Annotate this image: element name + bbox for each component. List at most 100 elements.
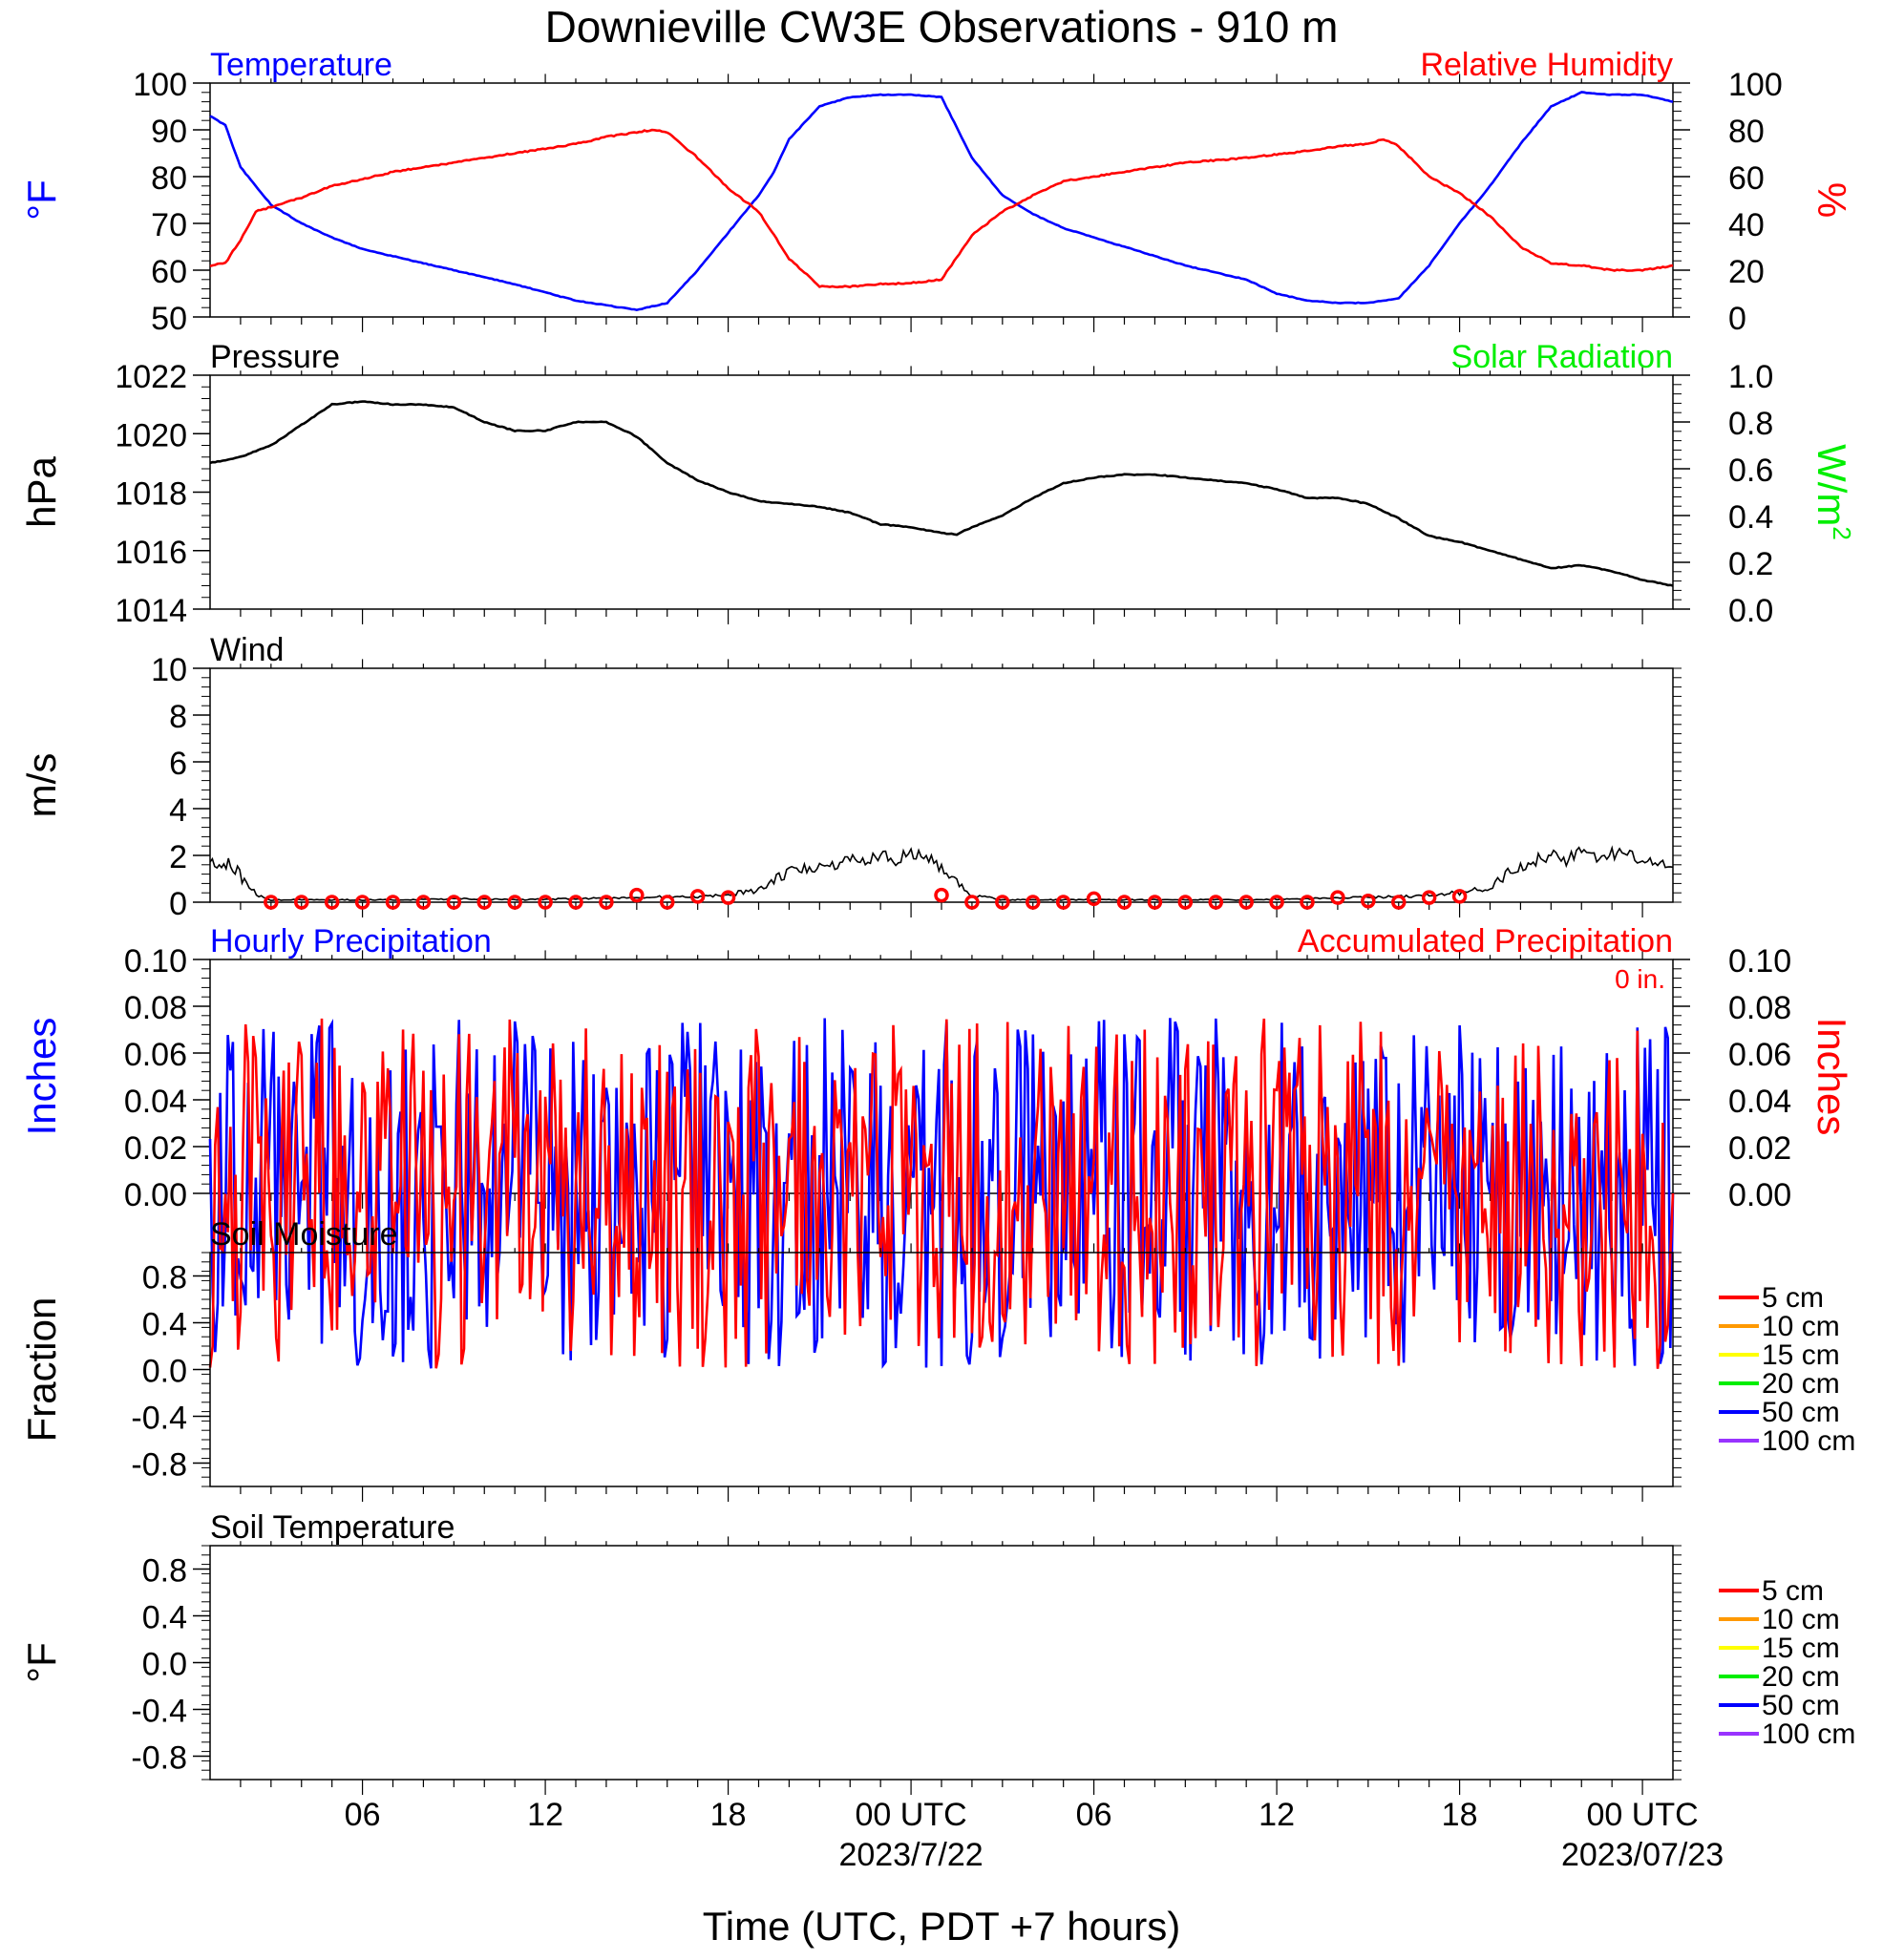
wind-hourly-marker: [629, 887, 645, 903]
y-tick-label-left: 0.4: [142, 1307, 187, 1343]
y-tick-label-left: 1020: [115, 417, 187, 453]
figure-title: Downieville CW3E Observations - 910 m: [545, 2, 1339, 52]
wind-hourly-marker: [1147, 895, 1163, 910]
wind-hourly-marker: [1421, 890, 1437, 905]
x-tick-label: 00 UTC: [1587, 1797, 1699, 1833]
legend-label: 10 cm: [1762, 1311, 1840, 1342]
y-tick-label-left: 80: [151, 160, 187, 197]
y-axis-label-left: Fraction: [19, 1297, 64, 1443]
wind-hourly-marker: [599, 895, 614, 910]
wind-hourly-marker: [476, 895, 492, 910]
y-tick-label-right: 0.04: [1728, 1084, 1791, 1120]
wind-hourly-marker: [446, 895, 462, 910]
panel-wind: 0 2 4 6 8 10 Wind m/s: [19, 632, 1682, 922]
y-tick-label-left: 1018: [115, 476, 187, 513]
y-tick-label-left: 50: [151, 301, 187, 337]
y-axis-label-left: °F: [19, 1642, 64, 1682]
y-tick-label-left: 0.02: [124, 1130, 187, 1167]
y-axis-label-left: Inches: [19, 1018, 64, 1136]
y-axis-label-left: °F: [19, 179, 64, 220]
panel-title-right: Solar Radiation: [1451, 339, 1673, 375]
y-tick-label-right: 0.02: [1728, 1130, 1791, 1167]
y-tick-label-right: 100: [1728, 67, 1783, 103]
y-axis-label-left: hPa: [19, 455, 64, 527]
legend-label: 100 cm: [1762, 1425, 1855, 1457]
wind-hourly-marker: [385, 895, 401, 910]
y-tick-label-left: -0.4: [131, 1694, 187, 1730]
y-tick-label-right: 0.8: [1728, 406, 1773, 442]
panel-title-left: Soil Temperature: [210, 1509, 455, 1546]
panel-frame: [209, 1545, 1674, 1781]
x-tick-label: 12: [1259, 1797, 1295, 1833]
y-tick-label-right: 0.10: [1728, 943, 1791, 980]
wind-hourly-marker: [1055, 895, 1071, 910]
y-axis-label-left: m/s: [19, 753, 64, 818]
precip-total-annotation: 0 in.: [1615, 964, 1665, 994]
y-axis-label-right: Inches: [1809, 1018, 1854, 1136]
wind-hourly-marker: [1177, 895, 1194, 910]
legend-label: 20 cm: [1762, 1368, 1840, 1400]
y-tick-label-right: 60: [1728, 160, 1765, 197]
y-tick-label-left: 6: [169, 746, 187, 782]
x-tick-label: 00 UTC: [856, 1797, 967, 1833]
y-axis-label-right-sup: 2: [1828, 526, 1856, 539]
panel-precipitation: 0.00 0.02 0.04 0.06 0.08 0.10 0.00 0.02 0.04 0.06…: [19, 923, 1854, 1369]
legend-label: 5 cm: [1762, 1575, 1824, 1607]
legend-label: 20 cm: [1762, 1661, 1840, 1693]
wind-hourly-marker: [538, 895, 553, 910]
y-tick-label-left: 2: [169, 839, 187, 875]
y-tick-label-left: 100: [133, 67, 187, 103]
wind-hourly-marker: [995, 895, 1010, 910]
wind-hourly-marker: [1300, 895, 1315, 910]
wind-hourly-marker: [507, 895, 522, 910]
legend-label: 100 cm: [1762, 1718, 1855, 1750]
x-tick-label: 18: [1442, 1797, 1478, 1833]
y-tick-label-left: 90: [151, 114, 187, 150]
y-tick-label-left: 60: [151, 254, 187, 290]
x-axis-label: Time (UTC, PDT +7 hours): [703, 1904, 1181, 1949]
x-tick-label: 06: [345, 1797, 381, 1833]
wind-hourly-marker: [720, 890, 736, 905]
y-tick-label-left: 0.08: [124, 990, 187, 1026]
y-tick-label-left: 4: [169, 792, 187, 829]
y-tick-label-left: -0.8: [131, 1740, 187, 1777]
x-tick-label: 06: [1076, 1797, 1112, 1833]
y-axis-label-right: W/m2: [1809, 444, 1856, 540]
y-tick-label-left: 0: [169, 886, 187, 922]
panel-title-right: Relative Humidity: [1420, 47, 1673, 83]
y-tick-label-right: 1.0: [1728, 359, 1773, 395]
panel-pressure: 1014 1016 1018 1020 1022 0.0 0.2 0.4 0.6 0.8 1.0 Pr…: [19, 339, 1856, 629]
wind-hourly-marker: [689, 889, 706, 904]
wind-hourly-marker: [264, 895, 279, 910]
y-tick-label-left: 0.0: [142, 1354, 187, 1390]
x-tick-date-label: 2023/07/23: [1561, 1837, 1724, 1873]
legend-label: 15 cm: [1762, 1339, 1840, 1371]
wind-hourly-marker: [568, 895, 583, 910]
y-tick-label-left: 1022: [115, 359, 187, 395]
wind-hourly-marker: [1330, 890, 1345, 905]
y-tick-label-left: 10: [151, 652, 187, 688]
y-tick-label-left: 1014: [115, 593, 187, 629]
series-hourly-precipitation: [208, 1018, 1675, 1369]
y-tick-label-right: 0: [1728, 301, 1746, 337]
y-tick-label-right: 0.6: [1728, 453, 1773, 489]
y-tick-label-right: 0.4: [1728, 499, 1773, 536]
panel-title-left: Soil Moisture: [210, 1216, 398, 1253]
x-tick-label: 12: [527, 1797, 563, 1833]
y-tick-label-right: 40: [1728, 207, 1765, 243]
series-relative-humidity: [209, 128, 1674, 289]
wind-hourly-marker: [660, 895, 675, 910]
wind-hourly-marker: [294, 895, 309, 910]
panel-title-left: Temperature: [210, 47, 392, 83]
wind-hourly-marker: [964, 895, 980, 910]
y-tick-label-left: 0.0: [142, 1647, 187, 1683]
wind-hourly-marker: [1238, 895, 1254, 910]
y-tick-label-left: 70: [151, 207, 187, 243]
wind-hourly-marker: [1391, 895, 1407, 910]
wind-hourly-marker: [354, 895, 370, 910]
y-tick-label-left: 0.06: [124, 1037, 187, 1073]
y-tick-label-left: 0.04: [124, 1084, 187, 1120]
series-temperature: [209, 91, 1674, 312]
wind-hourly-marker: [415, 895, 432, 910]
